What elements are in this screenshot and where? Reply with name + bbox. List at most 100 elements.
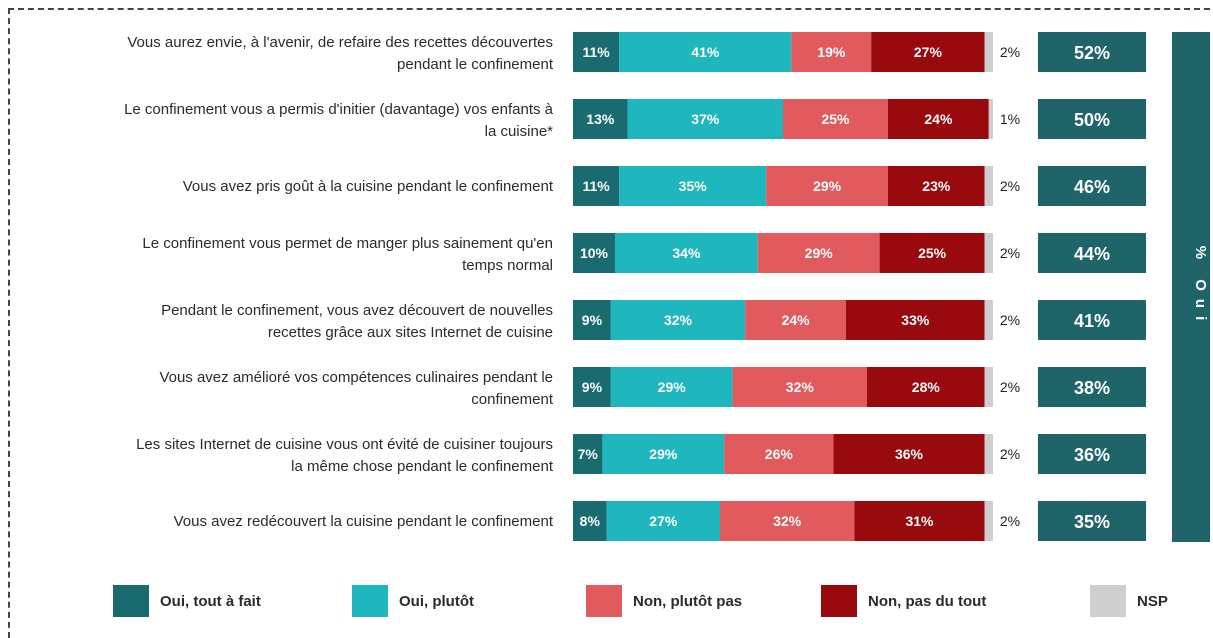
segment-value-label: 9% <box>582 312 603 328</box>
segment-value-label: 32% <box>773 513 802 529</box>
total-oui-value: 52% <box>1074 43 1110 63</box>
segment-value-label: 8% <box>580 513 601 529</box>
total-oui-value: 41% <box>1074 311 1110 331</box>
segment-value-label: 11% <box>582 178 610 194</box>
bar-segment <box>783 99 888 139</box>
segment-value-label: 29% <box>805 245 834 261</box>
legend-swatch <box>352 585 388 617</box>
bar-segment <box>745 300 846 340</box>
segment-value-label: 9% <box>582 379 603 395</box>
legend-swatch <box>821 585 857 617</box>
segment-value-label: 33% <box>901 312 930 328</box>
question-label: Les sites Internet de cuisine vous ont é… <box>136 436 553 453</box>
segment-value-label: 24% <box>782 312 811 328</box>
bar-segment <box>573 99 628 139</box>
bar-segment <box>573 434 603 474</box>
nsp-value-label: 2% <box>1000 178 1020 194</box>
bar-segment <box>573 166 620 206</box>
segment-value-label: 29% <box>658 379 687 395</box>
bar-segment <box>846 300 985 340</box>
total-oui-box <box>1038 300 1146 340</box>
question-label: pendant le confinement <box>397 56 554 73</box>
nsp-value-label: 2% <box>1000 245 1020 261</box>
nsp-value-label: 2% <box>1000 312 1020 328</box>
total-oui-box <box>1038 32 1146 72</box>
segment-value-label: 41% <box>691 44 720 60</box>
bar-segment <box>854 501 985 541</box>
bar-segment <box>766 166 888 206</box>
bar-segment <box>867 367 985 407</box>
bar-segment <box>879 233 985 273</box>
bar-segment <box>724 434 834 474</box>
segment-value-label: 24% <box>924 111 953 127</box>
legend-label: Oui, tout à fait <box>160 593 261 610</box>
bar-segment <box>619 32 792 72</box>
total-oui-value: 35% <box>1074 512 1110 532</box>
total-oui-value: 44% <box>1074 244 1110 264</box>
question-label: recettes grâce aux sites Internet de cui… <box>268 324 553 341</box>
question-label: temps normal <box>462 257 553 274</box>
question-label: Vous avez amélioré vos compétences culin… <box>159 369 553 386</box>
bar-segment-nsp <box>984 501 993 541</box>
bar-segment <box>833 434 985 474</box>
bar-segment <box>627 99 783 139</box>
question-label: Pendant le confinement, vous avez découv… <box>161 302 553 319</box>
question-label: la même chose pendant le confinement <box>291 458 554 475</box>
nsp-value-label: 2% <box>1000 513 1020 529</box>
bar-segment-nsp <box>984 434 993 474</box>
segment-value-label: 28% <box>912 379 941 395</box>
bar-segment-nsp <box>984 367 993 407</box>
bar-segment <box>791 32 872 72</box>
legend-label: NSP <box>1137 593 1168 610</box>
question-label: Vous aurez envie, à l'avenir, de refaire… <box>127 34 553 51</box>
legend-swatch <box>113 585 149 617</box>
legend-label: Non, plutôt pas <box>633 593 742 610</box>
total-oui-box <box>1038 99 1146 139</box>
segment-value-label: 25% <box>821 111 850 127</box>
question-label: Vous avez pris goût à la cuisine pendant… <box>183 178 554 195</box>
bar-segment <box>757 233 880 273</box>
bar-segment <box>610 367 733 407</box>
question-label: Vous avez redécouvert la cuisine pendant… <box>174 513 554 530</box>
question-label: Le confinement vous a permis d'initier (… <box>124 101 554 118</box>
segment-value-label: 37% <box>691 111 720 127</box>
segment-value-label: 26% <box>765 446 794 462</box>
total-oui-value: 38% <box>1074 378 1110 398</box>
bar-segment <box>573 300 611 340</box>
bar-segment <box>610 300 746 340</box>
segment-value-label: 32% <box>786 379 815 395</box>
segment-value-label: 31% <box>905 513 934 529</box>
nsp-value-label: 2% <box>1000 446 1020 462</box>
segment-value-label: 32% <box>664 312 693 328</box>
bar-segment-nsp <box>984 233 993 273</box>
question-label: confinement <box>471 391 554 408</box>
side-bar <box>1172 32 1210 542</box>
segment-value-label: 25% <box>918 245 947 261</box>
bar-segment-nsp <box>984 300 993 340</box>
segment-value-label: 13% <box>586 111 615 127</box>
bar-segment-nsp <box>988 99 993 139</box>
nsp-value-label: 1% <box>1000 111 1020 127</box>
question-label: la cuisine* <box>485 123 554 140</box>
segment-value-label: 35% <box>679 178 708 194</box>
nsp-value-label: 2% <box>1000 44 1020 60</box>
bar-segment <box>573 501 607 541</box>
bar-segment-nsp <box>984 166 993 206</box>
question-label: Le confinement vous permet de manger plu… <box>142 235 553 252</box>
segment-value-label: 36% <box>895 446 924 462</box>
total-oui-box <box>1038 501 1146 541</box>
bar-segment <box>573 32 620 72</box>
legend-swatch <box>586 585 622 617</box>
bar-segment <box>602 434 725 474</box>
bar-segment <box>573 233 615 273</box>
legend-label: Non, pas du tout <box>868 593 986 610</box>
legend-label: Oui, plutôt <box>399 593 474 610</box>
total-oui-box <box>1038 166 1146 206</box>
bar-segment <box>619 166 767 206</box>
total-oui-value: 46% <box>1074 177 1110 197</box>
bar-segment <box>606 501 720 541</box>
segment-value-label: 27% <box>914 44 943 60</box>
segment-value-label: 29% <box>813 178 842 194</box>
segment-value-label: 27% <box>649 513 678 529</box>
bar-segment <box>888 166 985 206</box>
